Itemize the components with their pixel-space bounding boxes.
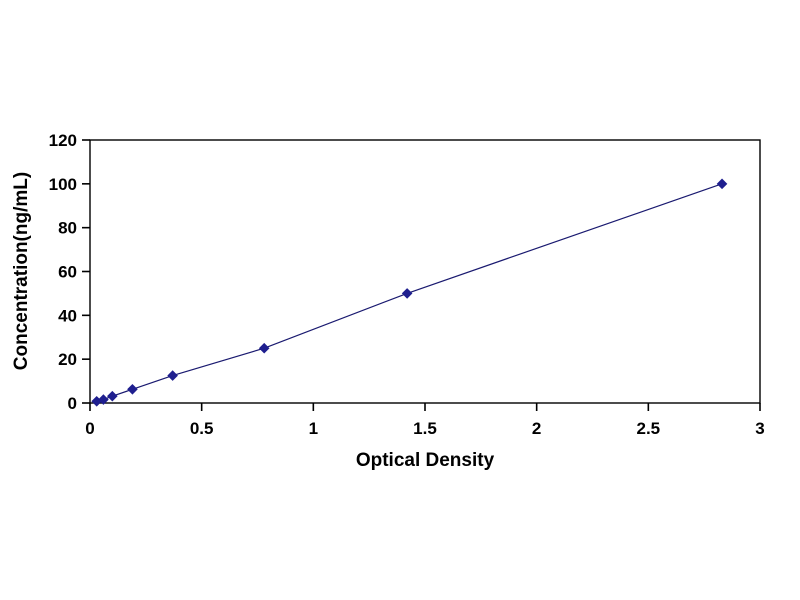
plot-border: [89, 139, 761, 404]
y-tick-label: 0: [68, 394, 77, 413]
x-tick-label: 2: [532, 419, 541, 438]
data-point-marker: [258, 342, 270, 354]
y-tick-label: 60: [58, 263, 77, 282]
y-tick-label: 80: [58, 219, 77, 238]
x-tick-label: 2.5: [637, 419, 661, 438]
data-point-marker: [107, 390, 118, 402]
data-point-marker: [716, 178, 728, 190]
y-axis-title: Concentration(ng/mL): [11, 172, 32, 370]
y-tick-label: 120: [49, 131, 77, 150]
x-tick-label: 3: [755, 419, 764, 438]
data-point-marker: [127, 383, 138, 395]
y-tick-label: 100: [49, 175, 77, 194]
x-tick-label: 1: [309, 419, 318, 438]
x-axis-title: Optical Density: [356, 450, 495, 471]
y-tick-label: 20: [58, 350, 77, 369]
plot-area: 0 0.5 1 1.5 2 2.5 3 0 20 40 60 80 100 120: [49, 131, 765, 438]
x-tick-label: 0.5: [190, 419, 214, 438]
data-point-marker: [167, 370, 178, 381]
x-tick-label: 0: [85, 419, 94, 438]
data-point-marker: [401, 288, 413, 299]
x-tick-label: 1.5: [413, 419, 437, 438]
data-point-marker: [98, 394, 109, 405]
y-tick-label: 40: [58, 306, 77, 325]
